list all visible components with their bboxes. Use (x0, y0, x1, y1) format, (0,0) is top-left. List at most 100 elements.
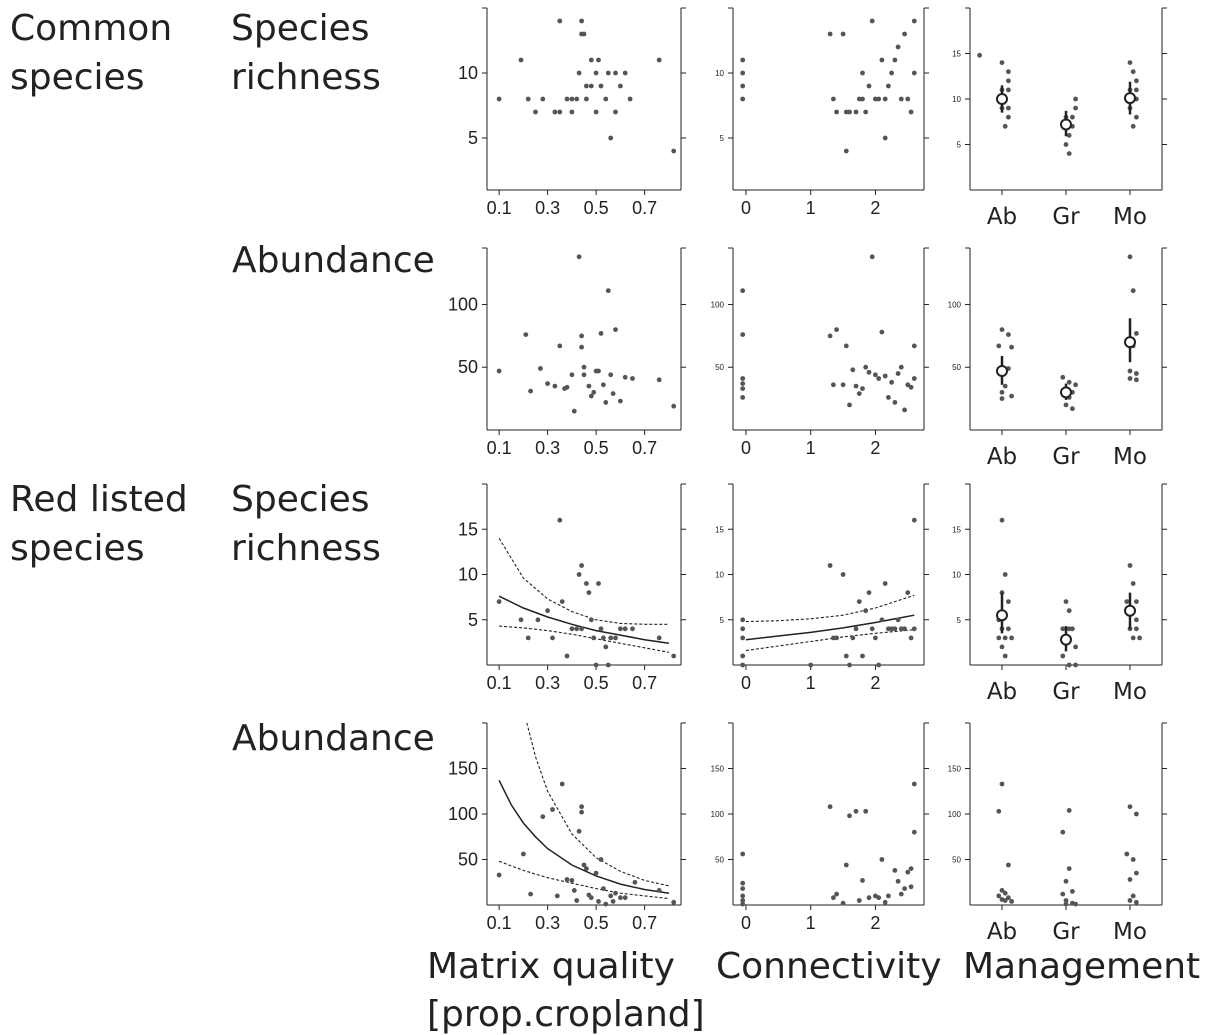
x-tick-label: 0.3 (535, 438, 560, 458)
data-point (1009, 635, 1014, 641)
data-point (740, 851, 746, 857)
data-point (579, 333, 584, 339)
data-point (593, 109, 599, 115)
data-point (895, 878, 901, 884)
data-point (860, 96, 865, 102)
column-label-management: Management (963, 946, 1200, 987)
data-point (603, 96, 609, 102)
data-point (1002, 890, 1008, 896)
data-point (831, 382, 836, 388)
data-point (613, 109, 618, 115)
data-point (569, 626, 575, 632)
data-point (525, 96, 531, 102)
data-point (892, 400, 898, 405)
data-point (596, 368, 601, 374)
y-tick-label: 10 (715, 571, 724, 580)
data-point (1006, 599, 1011, 604)
row-label-common-richness-line1: Species (231, 8, 370, 49)
data-point (856, 599, 862, 604)
data-point (586, 590, 592, 595)
y-tick-label: 10 (458, 63, 478, 83)
data-point (605, 662, 611, 668)
data-point (601, 382, 606, 388)
data-point (908, 884, 914, 890)
x-tick-label: 1 (806, 673, 816, 693)
data-point (1134, 377, 1139, 383)
data-point (622, 895, 628, 901)
data-point (827, 31, 833, 37)
data-point (552, 109, 558, 115)
x-tick-label: 0.5 (584, 673, 609, 693)
data-point (740, 395, 746, 400)
data-point (740, 898, 746, 903)
data-point (1063, 142, 1069, 147)
data-point (882, 581, 888, 586)
data-point (1066, 133, 1072, 138)
data-point (895, 44, 901, 50)
x-tick-label: 0.3 (535, 913, 560, 933)
data-point (1130, 123, 1136, 129)
data-point (873, 372, 878, 378)
data-point (1127, 563, 1133, 568)
data-point (1127, 60, 1133, 65)
data-point (596, 581, 601, 586)
data-point (999, 60, 1005, 65)
data-point (889, 379, 894, 385)
data-point (1134, 811, 1139, 817)
ci-upper-line (526, 723, 670, 887)
data-point (856, 898, 862, 903)
row-label-common-line1: Common (10, 8, 172, 49)
y-tick-label: 150 (448, 759, 478, 779)
data-point (853, 626, 859, 632)
data-point (671, 403, 677, 409)
y-tick-label: 15 (458, 519, 478, 539)
data-point (596, 57, 601, 63)
data-point (618, 895, 623, 901)
x-category-label: Gr (1052, 204, 1080, 230)
data-point (1127, 376, 1133, 381)
data-point (879, 57, 885, 63)
data-point (1009, 899, 1014, 904)
data-point (593, 70, 599, 76)
x-tick-label: 2 (870, 913, 880, 933)
data-point (586, 383, 592, 389)
data-point (860, 70, 865, 76)
data-point (557, 343, 563, 349)
data-point (564, 877, 570, 882)
data-point (576, 254, 582, 260)
x-category-label: Mo (1113, 679, 1147, 705)
data-point (1073, 644, 1078, 650)
data-point (552, 383, 558, 389)
data-point (545, 608, 550, 614)
data-point (908, 384, 914, 390)
data-point (740, 376, 746, 381)
data-point (882, 135, 888, 141)
data-point (843, 862, 849, 868)
data-point (886, 83, 891, 89)
y-tick-label: 150 (948, 765, 962, 774)
y-tick-label: 50 (458, 357, 478, 377)
data-point (1060, 374, 1066, 380)
data-point (538, 366, 543, 371)
data-point (740, 653, 746, 659)
data-point (1130, 288, 1136, 294)
x-category-label: Ab (987, 919, 1017, 945)
row-label-redlisted-line1: Red listed (10, 479, 188, 520)
x-tick-label: 0 (741, 913, 751, 933)
data-point (1134, 617, 1139, 623)
data-point (1066, 379, 1072, 385)
data-point (540, 814, 546, 820)
data-point (1006, 105, 1011, 111)
data-point (656, 57, 662, 63)
data-point (632, 879, 638, 885)
data-point (576, 828, 582, 834)
data-point (1127, 254, 1133, 260)
data-point (808, 662, 814, 668)
data-point (827, 333, 833, 339)
data-point (895, 617, 901, 623)
data-point (1002, 898, 1008, 903)
data-point (1063, 898, 1069, 903)
data-point (863, 109, 869, 115)
data-point (999, 396, 1005, 401)
data-point (605, 288, 611, 294)
